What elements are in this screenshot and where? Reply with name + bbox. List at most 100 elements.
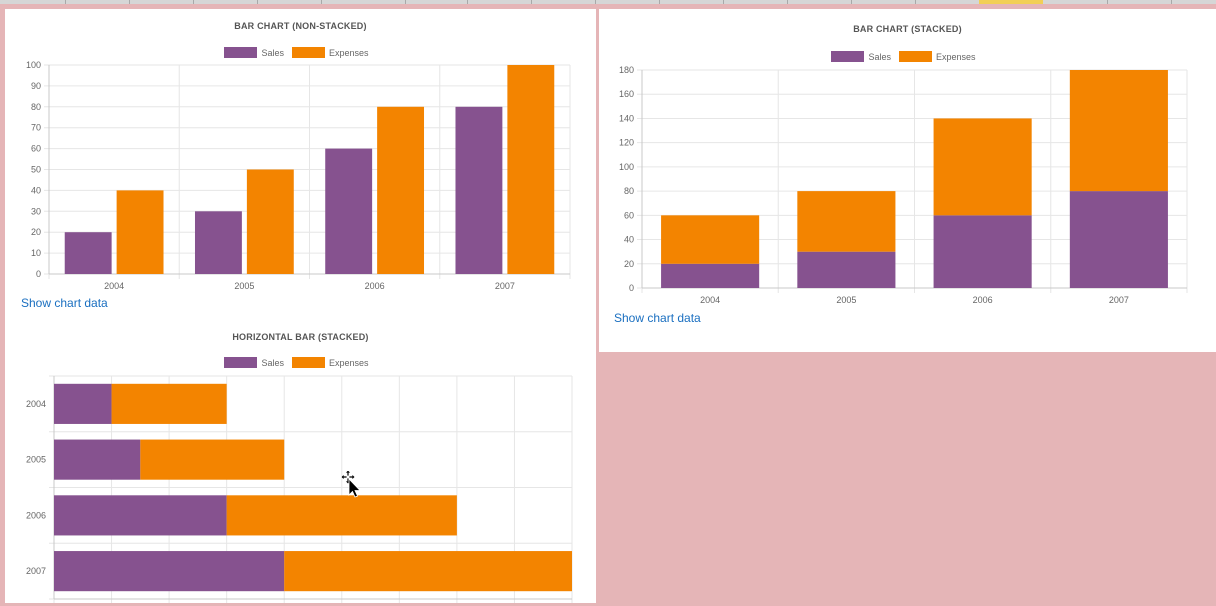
bar-sales-2007: [455, 106, 503, 274]
bar-sales-2006: [54, 495, 227, 536]
bar-sales-2006: [325, 148, 373, 274]
bar-expenses-2006: [933, 118, 1032, 216]
chart-title: BAR CHART (STACKED): [853, 24, 962, 34]
y-tick-label: 60: [624, 210, 634, 220]
y-tick-label: 120: [619, 138, 634, 148]
bar-expenses-2004: [116, 190, 164, 274]
chart-title: HORIZONTAL BAR (STACKED): [232, 332, 369, 342]
legend-swatch-expenses: [898, 51, 932, 62]
y-tick-label: 70: [31, 123, 41, 133]
bar-expenses-2004: [661, 215, 760, 264]
bar-sales-2005: [194, 211, 242, 274]
bar-expenses-2005: [797, 191, 896, 252]
y-tick-label: 40: [31, 185, 41, 195]
legend-label-sales: Sales: [261, 357, 284, 368]
legend-swatch-sales: [224, 357, 258, 368]
y-tick-label: 100: [619, 162, 634, 172]
toolbar-divider: [1107, 0, 1108, 4]
bar-sales-2004: [64, 232, 112, 274]
y-tick-label: 40: [624, 235, 634, 245]
chart-legend: Sales Expenses: [5, 357, 596, 368]
chart-legend: Sales Expenses: [599, 51, 1216, 62]
toolbar-divider: [193, 0, 194, 4]
toolbar-divider: [321, 0, 322, 4]
bar-expenses-2006: [377, 106, 425, 274]
bar-expenses-2007: [507, 65, 555, 274]
x-tick-label: 2004: [700, 295, 720, 305]
y-tick-label: 20: [31, 227, 41, 237]
toolbar-divider: [595, 0, 596, 4]
move-cursor-icon: [341, 470, 361, 498]
show-chart-data-link[interactable]: Show chart data: [21, 296, 108, 310]
chart-panel-bar-nonstacked: BAR CHART (NON-STACKED) Sales Expenses 0…: [5, 9, 596, 320]
toolbar-divider: [129, 0, 130, 4]
toolbar-divider: [405, 0, 406, 4]
y-tick-label: 2007: [26, 566, 46, 576]
toolbar-divider: [257, 0, 258, 4]
x-tick-label: 2007: [495, 281, 515, 291]
y-tick-label: 20: [624, 259, 634, 269]
legend-label-sales: Sales: [261, 47, 284, 58]
x-tick-label: 2006: [365, 281, 385, 291]
y-tick-label: 80: [31, 102, 41, 112]
legend-label-sales: Sales: [868, 51, 891, 62]
bar-expenses-2004: [111, 383, 227, 424]
chart-legend: Sales Expenses: [5, 47, 596, 58]
bar-chart-stacked-plot: 0 20 40 60 80 100 120 140 160 180 2004 2005 2006 2007: [619, 65, 1188, 305]
bar-expenses-2007: [1069, 70, 1168, 192]
y-tick-label: 50: [31, 165, 41, 175]
legend-swatch-expenses: [291, 47, 325, 58]
toolbar-divider: [787, 0, 788, 4]
toolbar-divider: [1171, 0, 1172, 4]
legend-label-expenses: Expenses: [935, 51, 976, 62]
y-tick-label: 60: [31, 144, 41, 154]
show-chart-data-link[interactable]: Show chart data: [614, 311, 701, 325]
bar-sales-2007: [1069, 191, 1168, 288]
y-tick-label: 2004: [26, 399, 46, 409]
y-tick-label: 10: [31, 248, 41, 258]
bar-sales-2005: [54, 439, 141, 480]
y-tick-label: 30: [31, 206, 41, 216]
chart-panel-hbar-stacked: HORIZONTAL BAR (STACKED) Sales Expenses …: [5, 320, 596, 603]
bar-expenses-2006: [226, 495, 457, 536]
y-tick-label: 2006: [26, 510, 46, 520]
x-tick-label: 2004: [104, 281, 124, 291]
y-tick-label: 90: [31, 81, 41, 91]
x-tick-label: 2006: [973, 295, 993, 305]
x-tick-label: 2005: [836, 295, 856, 305]
x-tick-label: 2007: [1109, 295, 1129, 305]
toolbar-divider: [65, 0, 66, 4]
y-tick-label: 160: [619, 89, 634, 99]
top-toolbar-strip: [0, 0, 1216, 4]
bar-sales-2005: [797, 251, 896, 288]
toolbar-divider: [659, 0, 660, 4]
legend-swatch-expenses: [291, 357, 325, 368]
chart-panel-bar-stacked: BAR CHART (STACKED) Sales Expenses 0 20 40…: [599, 9, 1216, 352]
toolbar-divider: [851, 0, 852, 4]
legend-label-expenses: Expenses: [328, 47, 369, 58]
bar-sales-2004: [661, 263, 760, 288]
toolbar-divider: [723, 0, 724, 4]
bar-expenses-2007: [284, 551, 572, 592]
bar-expenses-2005: [246, 169, 294, 274]
bar-sales-2007: [54, 551, 285, 592]
toolbar-divider: [915, 0, 916, 4]
y-tick-label: 0: [36, 269, 41, 279]
chart-title: BAR CHART (NON-STACKED): [234, 21, 367, 31]
legend-label-expenses: Expenses: [328, 357, 369, 368]
active-toolbar-tab[interactable]: [979, 0, 1043, 4]
y-tick-label: 100: [26, 60, 41, 70]
bar-sales-2006: [933, 215, 1032, 288]
toolbar-divider: [467, 0, 468, 4]
x-tick-label: 2005: [234, 281, 254, 291]
y-tick-label: 180: [619, 65, 634, 75]
legend-swatch-sales: [831, 51, 865, 62]
bar-sales-2004: [54, 383, 112, 424]
y-tick-label: 80: [624, 186, 634, 196]
toolbar-divider: [531, 0, 532, 4]
bar-chart-nonstacked-plot: 0 10 20 30 40 50 60 70 80 90 100 2004 2005 2006 2007: [26, 60, 571, 291]
legend-swatch-sales: [224, 47, 258, 58]
bar-expenses-2005: [140, 439, 285, 480]
y-tick-label: 140: [619, 113, 634, 123]
